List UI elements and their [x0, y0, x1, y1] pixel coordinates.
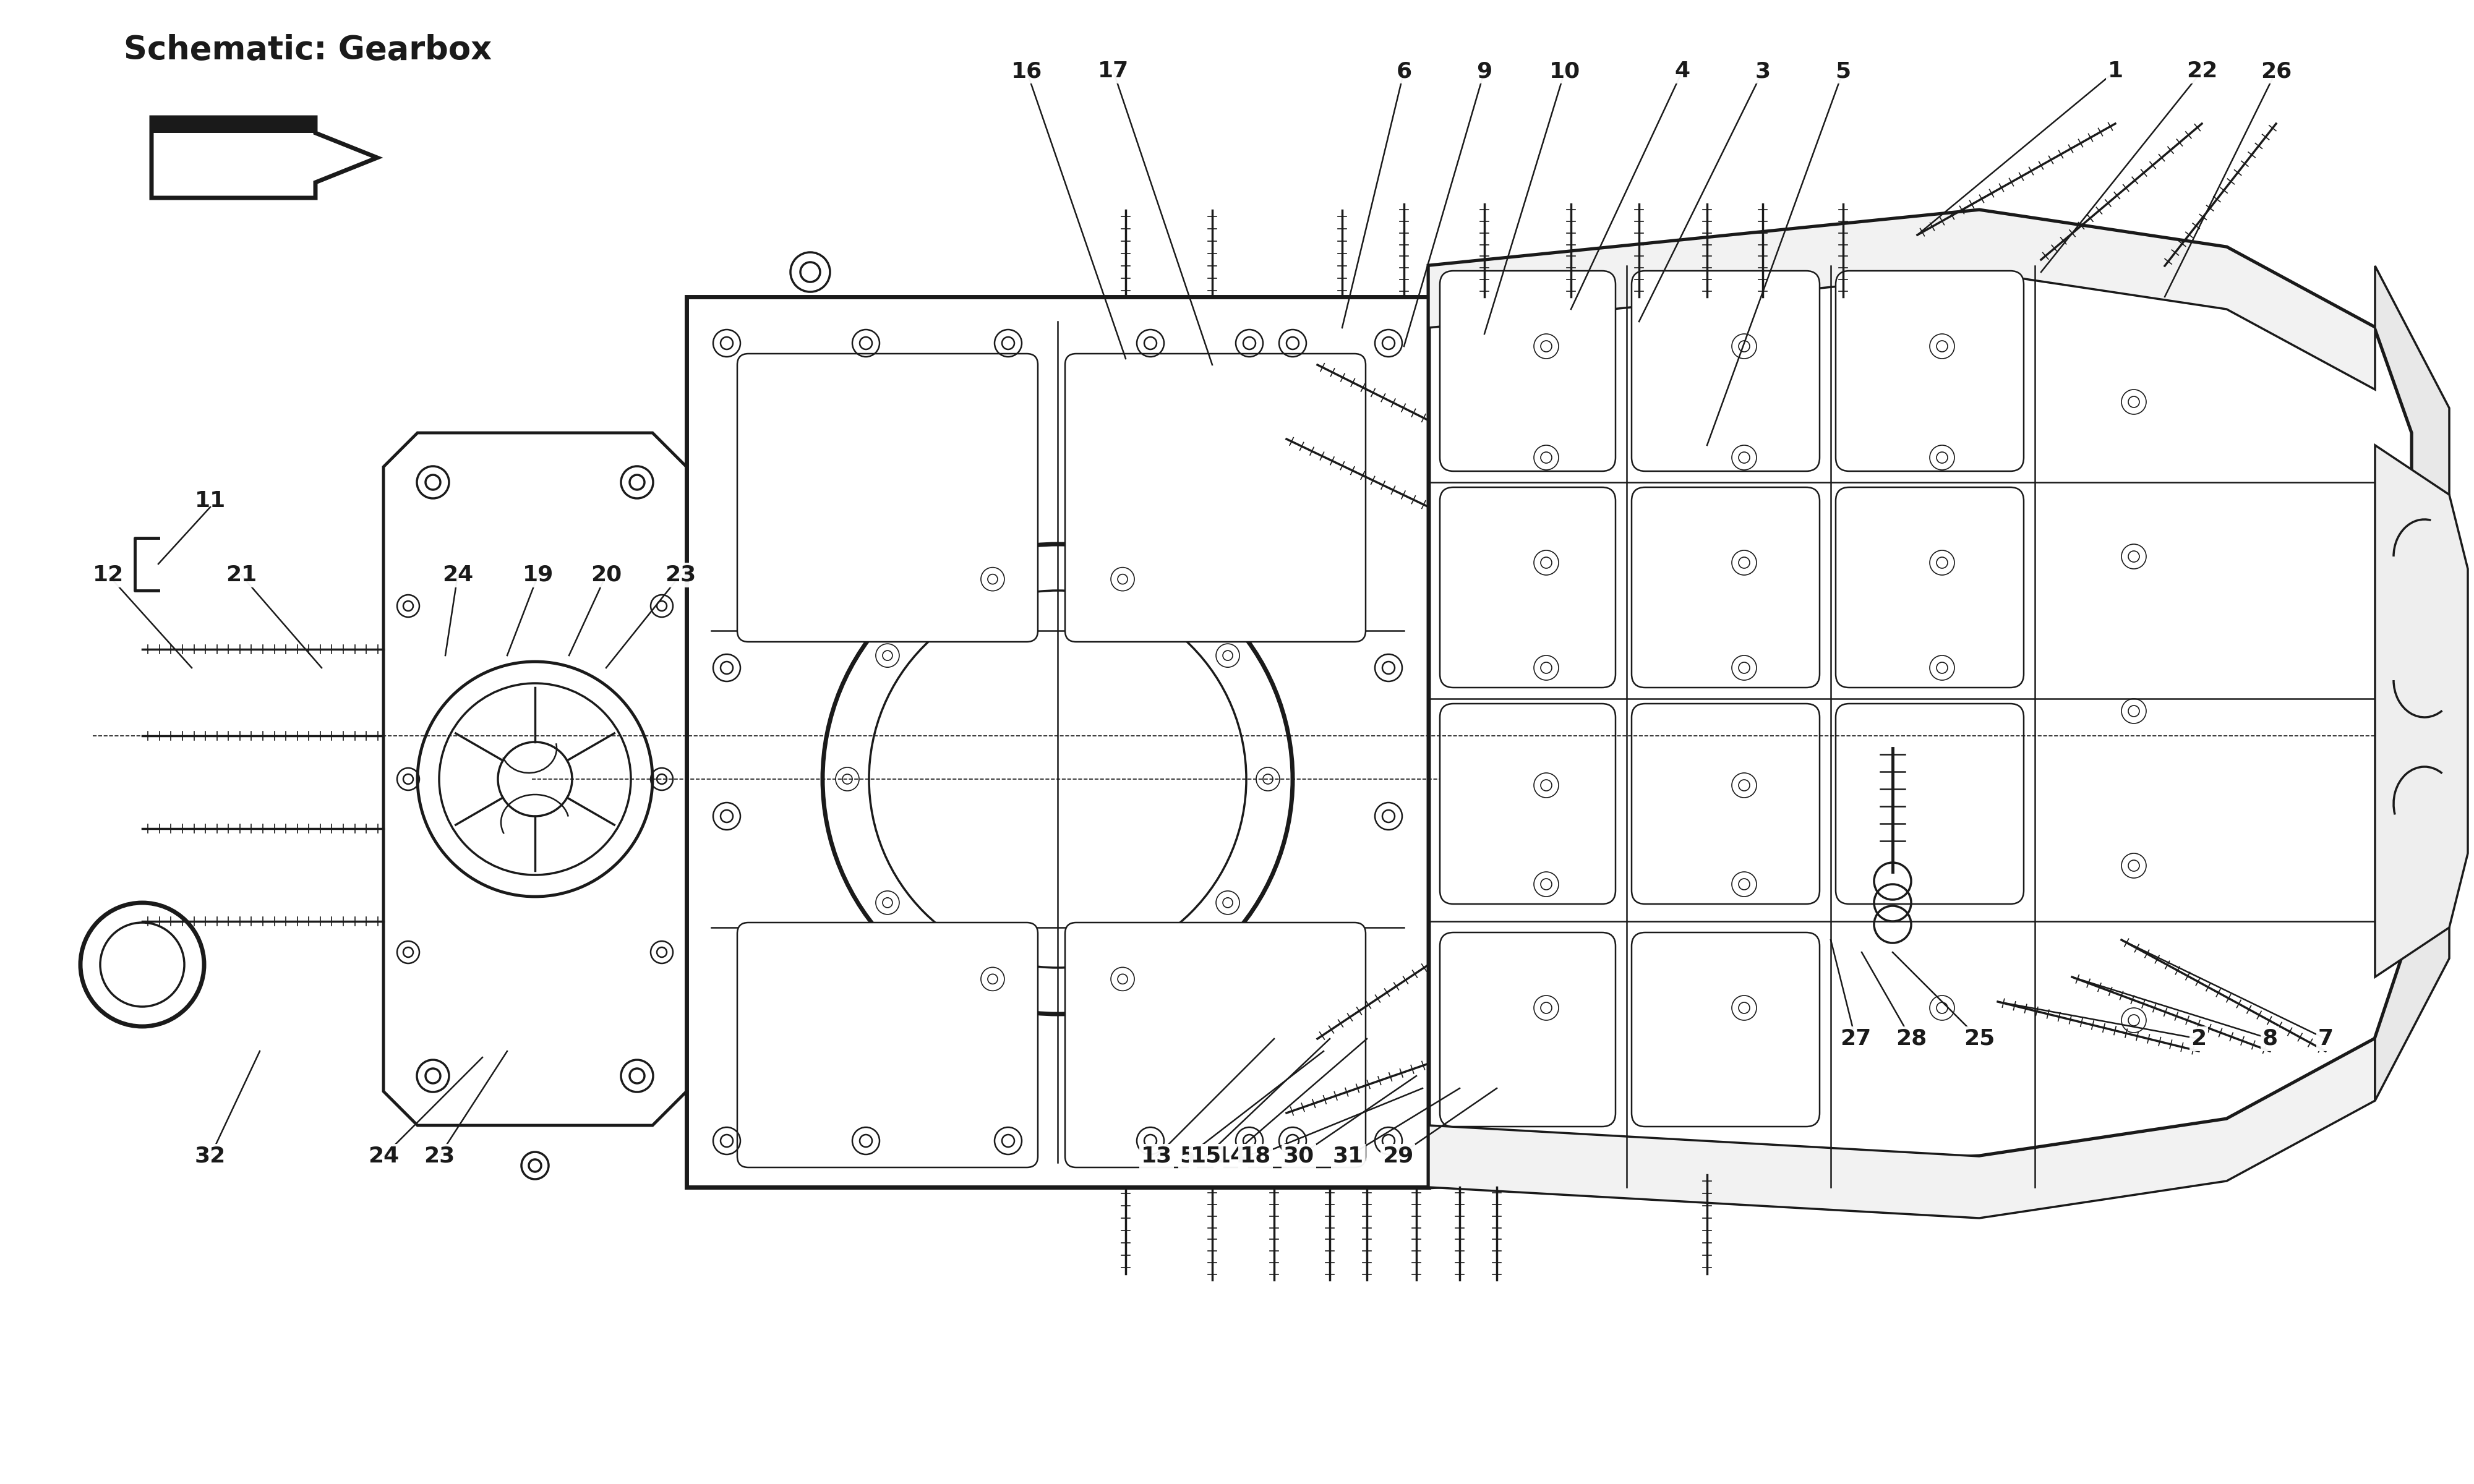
FancyBboxPatch shape: [1440, 270, 1616, 472]
Text: 24: 24: [369, 1146, 398, 1166]
Text: 22: 22: [2187, 61, 2217, 82]
FancyBboxPatch shape: [737, 353, 1039, 641]
Text: 3: 3: [1754, 61, 1771, 82]
Text: 28: 28: [1895, 1028, 1927, 1049]
Text: 23: 23: [666, 564, 695, 586]
Text: 21: 21: [225, 564, 257, 586]
Text: 5: 5: [1180, 1146, 1195, 1166]
FancyBboxPatch shape: [1633, 270, 1821, 472]
Text: 17: 17: [1098, 61, 1128, 82]
Polygon shape: [151, 117, 317, 134]
Text: 8: 8: [2261, 1028, 2279, 1049]
FancyBboxPatch shape: [1633, 932, 1821, 1126]
Text: 5: 5: [1836, 61, 1851, 82]
Text: 6: 6: [1395, 61, 1413, 82]
Text: 12: 12: [92, 564, 124, 586]
Text: 4: 4: [1675, 61, 1690, 82]
Text: 32: 32: [195, 1146, 225, 1166]
Text: 29: 29: [1383, 1146, 1413, 1166]
Text: 10: 10: [1549, 61, 1581, 82]
Text: 27: 27: [1841, 1028, 1870, 1049]
Polygon shape: [1430, 211, 2375, 389]
Text: 31: 31: [1333, 1146, 1363, 1166]
Text: Schematic: Gearbox: Schematic: Gearbox: [124, 34, 492, 67]
Text: 9: 9: [1477, 61, 1492, 82]
Polygon shape: [688, 297, 1430, 1187]
FancyBboxPatch shape: [1440, 703, 1616, 904]
Text: 11: 11: [195, 490, 225, 512]
Text: 30: 30: [1284, 1146, 1314, 1166]
Text: 18: 18: [1239, 1146, 1272, 1166]
Polygon shape: [2375, 445, 2469, 976]
Text: 26: 26: [2261, 61, 2291, 82]
Text: 25: 25: [1964, 1028, 1994, 1049]
Text: 1: 1: [2108, 61, 2123, 82]
FancyBboxPatch shape: [1440, 932, 1616, 1126]
Text: 7: 7: [2318, 1028, 2333, 1049]
Text: 20: 20: [591, 564, 621, 586]
FancyBboxPatch shape: [1836, 703, 2024, 904]
Polygon shape: [1430, 211, 2412, 1187]
Text: 2: 2: [2192, 1028, 2207, 1049]
FancyBboxPatch shape: [1633, 487, 1821, 687]
FancyBboxPatch shape: [1836, 270, 2024, 472]
Text: 23: 23: [423, 1146, 455, 1166]
Text: 16: 16: [1012, 61, 1042, 82]
Text: 15: 15: [1190, 1146, 1222, 1166]
Text: 14: 14: [1215, 1146, 1247, 1166]
FancyBboxPatch shape: [1064, 923, 1366, 1168]
Polygon shape: [2375, 266, 2449, 1101]
Text: 19: 19: [522, 564, 554, 586]
FancyBboxPatch shape: [1836, 487, 2024, 687]
Polygon shape: [1430, 1039, 2375, 1218]
Text: 13: 13: [1141, 1146, 1173, 1166]
Text: 24: 24: [443, 564, 473, 586]
FancyBboxPatch shape: [1064, 353, 1366, 641]
Polygon shape: [383, 433, 688, 1125]
FancyBboxPatch shape: [737, 923, 1039, 1168]
FancyBboxPatch shape: [1633, 703, 1821, 904]
FancyBboxPatch shape: [1440, 487, 1616, 687]
